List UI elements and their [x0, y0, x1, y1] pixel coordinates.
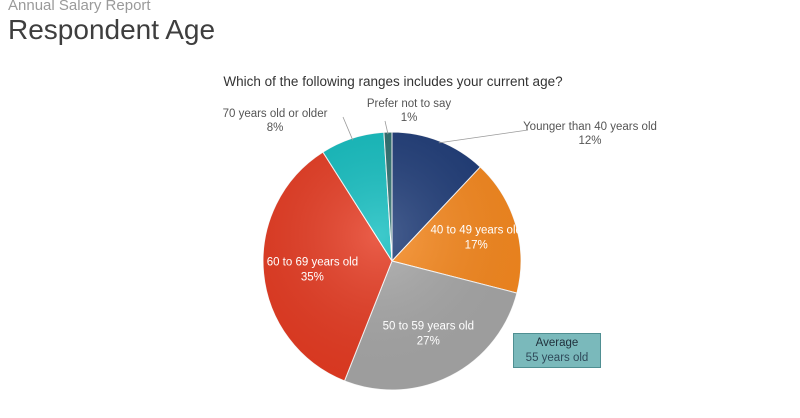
average-age-callout: Average 55 years old: [513, 333, 601, 368]
slice-percent-60-to-69-years-old: 35%: [301, 272, 324, 284]
chart-title: Which of the following ranges includes y…: [223, 74, 562, 89]
page-title: Respondent Age: [8, 14, 216, 45]
leader-line-prefer-not-to-say: [384, 120, 389, 135]
slice-label-60-to-69-years-old: 60 to 69 years old: [267, 257, 358, 269]
slice-percent-40-to-49-years-old: 17%: [465, 240, 488, 252]
slice-percent-50-to-59-years-old: 27%: [417, 335, 440, 347]
callout-title: Average: [535, 337, 579, 349]
leader-line-younger-than-40-years-old: [438, 129, 529, 144]
slice-percent-70-years-old-or-older: 8%: [267, 122, 284, 134]
slice-label-40-to-49-years-old: 40 to 49 years old: [430, 225, 521, 237]
slice-percent-prefer-not-to-say: 1%: [401, 112, 418, 124]
slice-label-50-to-59-years-old: 50 to 59 years old: [383, 320, 474, 332]
slice-label-younger-than-40-years-old: Younger than 40 years old: [523, 121, 657, 133]
slice-label-70-years-old-or-older: 70 years old or older: [223, 108, 328, 120]
leader-lines: [342, 116, 529, 144]
slice-labels: Younger than 40 years old 12% 40 to 49 yea…: [223, 98, 657, 347]
report-label: Annual Salary Report: [8, 0, 151, 14]
callout-value: 55 years old: [525, 352, 589, 364]
leader-line-70-years-old-or-older: [342, 116, 354, 141]
slice-label-prefer-not-to-say: Prefer not to say: [367, 98, 452, 110]
slice-percent-younger-than-40-years-old: 12%: [578, 135, 601, 147]
